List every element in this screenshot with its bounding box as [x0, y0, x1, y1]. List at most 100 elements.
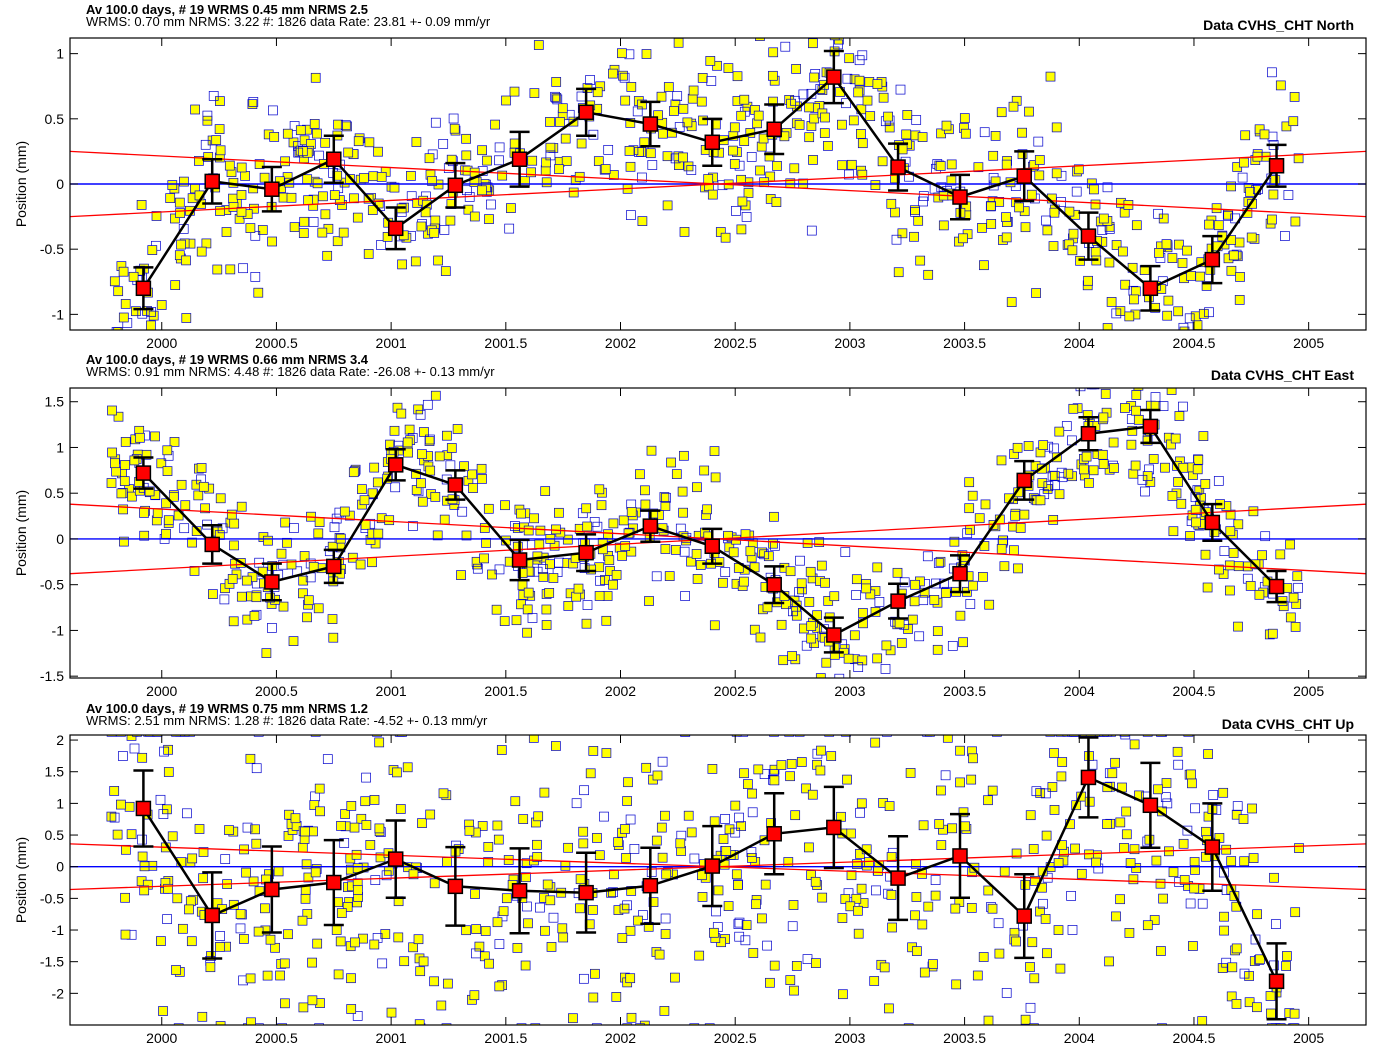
data-point: [1041, 215, 1051, 226]
data-point: [1051, 122, 1062, 133]
data-point: [1182, 245, 1192, 256]
data-point: [872, 79, 883, 89]
data-point: [236, 501, 247, 512]
data-point: [467, 469, 477, 480]
data-point: [187, 537, 197, 548]
data-point: [303, 872, 314, 883]
data-point: [663, 82, 674, 92]
x-tick-label: 2001.5: [484, 1030, 527, 1046]
data-point: [1190, 492, 1201, 503]
data-point: [626, 1012, 637, 1023]
data-point: [968, 753, 978, 764]
data-point: [312, 128, 322, 139]
data-point: [1035, 495, 1046, 506]
data-point: [659, 492, 670, 502]
data-point: [554, 164, 564, 174]
data-point: [901, 129, 912, 140]
data-point: [625, 973, 636, 984]
data-point: [935, 161, 946, 171]
average-point: [952, 848, 968, 864]
data-point: [791, 961, 802, 971]
data-point: [625, 118, 636, 128]
data-point: [368, 171, 379, 182]
data-point: [1068, 228, 1079, 239]
data-point: [1098, 412, 1109, 423]
data-point: [339, 506, 350, 517]
data-point: [369, 462, 380, 473]
y-tick-label: -1.5: [40, 668, 64, 684]
data-point: [857, 50, 868, 61]
data-point: [626, 210, 636, 220]
data-point: [120, 437, 131, 447]
data-point: [968, 580, 978, 591]
data-point: [1142, 735, 1153, 737]
data-point: [109, 786, 120, 796]
data-point: [372, 735, 382, 737]
data-point: [840, 547, 851, 557]
y-tick-label: -1: [52, 622, 65, 638]
average-point: [1204, 251, 1221, 268]
data-point: [1035, 906, 1045, 917]
data-point: [709, 816, 720, 827]
data-point: [1037, 478, 1048, 488]
data-point: [561, 156, 572, 166]
data-point: [1226, 181, 1236, 192]
data-point: [251, 838, 262, 849]
data-point: [226, 509, 237, 520]
data-point: [422, 399, 433, 410]
data-point: [721, 846, 732, 856]
data-point: [551, 93, 562, 103]
data-point: [1154, 248, 1164, 258]
data-point: [974, 513, 985, 524]
data-point: [1232, 801, 1243, 811]
data-point: [346, 1004, 357, 1014]
x-tick-label: 2001: [376, 683, 407, 699]
data-point: [528, 735, 539, 743]
data-point: [529, 88, 540, 98]
data-point: [958, 233, 968, 244]
data-point: [1167, 491, 1178, 501]
data-point: [755, 165, 765, 176]
data-point: [756, 141, 767, 152]
data-point: [678, 103, 689, 114]
data-point: [743, 188, 754, 198]
data-point: [820, 112, 830, 123]
data-point: [833, 39, 843, 50]
data-point: [298, 575, 309, 586]
data-point: [1200, 479, 1211, 489]
data-point: [464, 825, 475, 836]
data-point: [638, 910, 648, 920]
data-point: [753, 764, 764, 775]
data-point: [861, 583, 871, 594]
data-point: [1121, 829, 1132, 840]
data-point: [713, 885, 724, 896]
data-point: [457, 506, 468, 517]
data-point: [1184, 313, 1195, 324]
data-point: [491, 604, 502, 615]
x-tick-label: 2002.5: [714, 1030, 757, 1046]
data-point: [162, 466, 173, 476]
data-point: [118, 504, 128, 515]
data-point: [501, 95, 511, 106]
data-point: [955, 777, 965, 788]
data-point: [170, 213, 180, 224]
data-point: [852, 859, 862, 869]
data-point: [1190, 865, 1200, 875]
x-tick-label: 2000.5: [255, 335, 298, 351]
data-point: [217, 523, 228, 534]
average-point: [135, 280, 152, 297]
data-point: [1285, 539, 1295, 550]
data-point: [215, 931, 225, 941]
data-point: [625, 814, 636, 825]
data-point: [938, 220, 949, 231]
data-point: [772, 161, 782, 171]
data-point: [260, 903, 270, 914]
data-point: [235, 909, 246, 919]
x-tick-label: 2003: [834, 683, 865, 699]
data-point: [736, 224, 747, 235]
data-point: [441, 1023, 452, 1025]
data-point: [327, 614, 338, 624]
x-tick-label: 2005: [1293, 1030, 1324, 1046]
data-point: [1083, 275, 1093, 286]
data-point: [1176, 498, 1187, 509]
